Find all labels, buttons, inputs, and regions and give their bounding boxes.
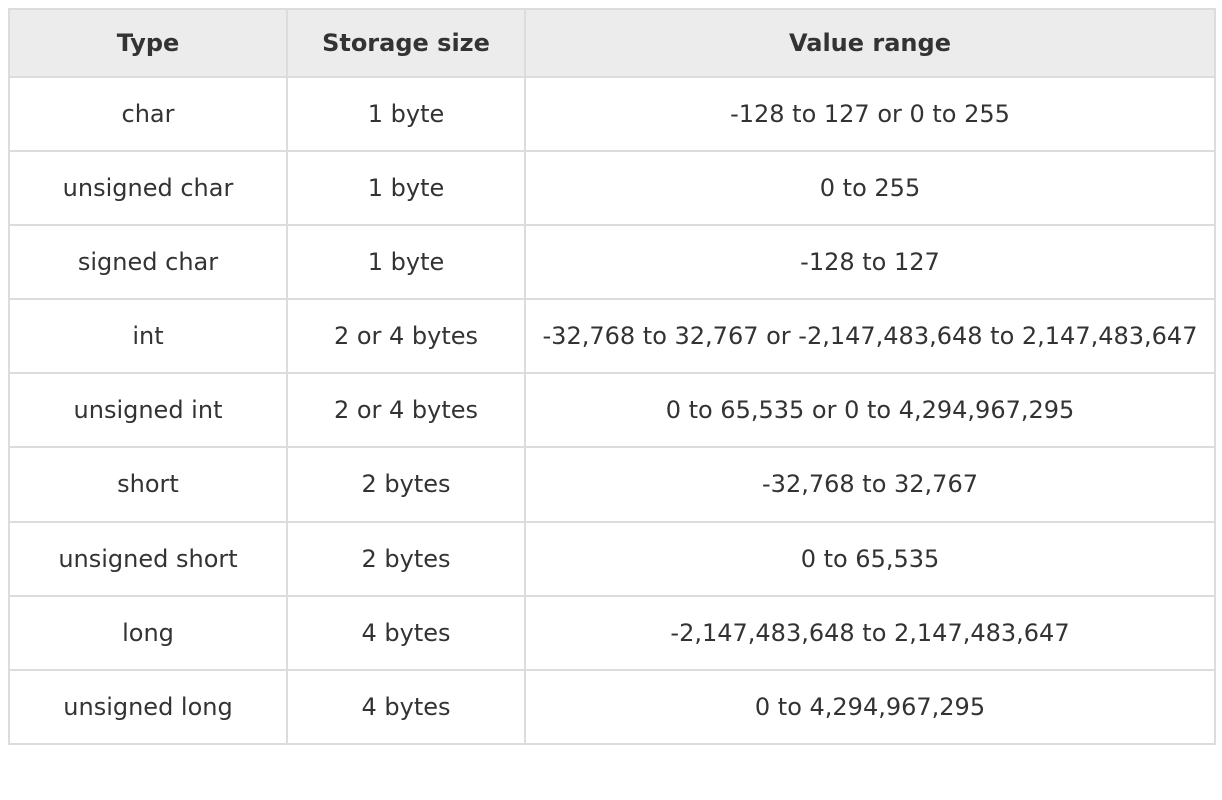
cell-value-range: 0 to 4,294,967,295 [524,668,1216,745]
cell-type: unsigned short [8,520,288,597]
table-row: unsigned short 2 bytes 0 to 65,535 [8,520,1216,597]
cell-type: char [8,76,288,153]
table-row: long 4 bytes -2,147,483,648 to 2,147,483,6… [8,594,1216,671]
cell-type: unsigned long [8,668,288,745]
cell-storage-size: 1 byte [286,76,526,153]
header-row: Type Storage size Value range [8,7,1216,79]
cell-value-range: -128 to 127 or 0 to 255 [524,76,1216,153]
table-row: int 2 or 4 bytes -32,768 to 32,767 or -2,1… [8,298,1216,375]
cell-storage-size: 2 bytes [286,520,526,597]
cell-value-range: -128 to 127 [524,224,1216,301]
table-body: char 1 byte -128 to 127 or 0 to 255 unsigne… [8,76,1216,745]
cell-storage-size: 2 or 4 bytes [286,372,526,449]
cell-type: long [8,594,288,671]
cell-storage-size: 2 bytes [286,446,526,523]
column-header-value-range: Value range [524,7,1216,79]
cell-storage-size: 4 bytes [286,594,526,671]
cell-type: unsigned char [8,150,288,227]
cell-value-range: 0 to 65,535 or 0 to 4,294,967,295 [524,372,1216,449]
cell-storage-size: 1 byte [286,150,526,227]
cell-type: short [8,446,288,523]
cell-value-range: -2,147,483,648 to 2,147,483,647 [524,594,1216,671]
table-row: short 2 bytes -32,768 to 32,767 [8,446,1216,523]
cell-value-range: 0 to 255 [524,150,1216,227]
cell-storage-size: 1 byte [286,224,526,301]
column-header-storage-size: Storage size [286,7,526,79]
table-row: unsigned char 1 byte 0 to 255 [8,150,1216,227]
cell-type: signed char [8,224,288,301]
cell-value-range: -32,768 to 32,767 [524,446,1216,523]
data-types-table: Type Storage size Value range char 1 byte… [8,7,1216,745]
cell-storage-size: 2 or 4 bytes [286,298,526,375]
table-row: unsigned int 2 or 4 bytes 0 to 65,535 or 0… [8,372,1216,449]
cell-value-range: 0 to 65,535 [524,520,1216,597]
cell-type: unsigned int [8,372,288,449]
cell-value-range: -32,768 to 32,767 or -2,147,483,648 to 2… [524,298,1216,375]
cell-type: int [8,298,288,375]
column-header-type: Type [8,7,288,79]
table-row: char 1 byte -128 to 127 or 0 to 255 [8,76,1216,153]
cell-storage-size: 4 bytes [286,668,526,745]
table-row: unsigned long 4 bytes 0 to 4,294,967,295 [8,668,1216,745]
table-row: signed char 1 byte -128 to 127 [8,224,1216,301]
